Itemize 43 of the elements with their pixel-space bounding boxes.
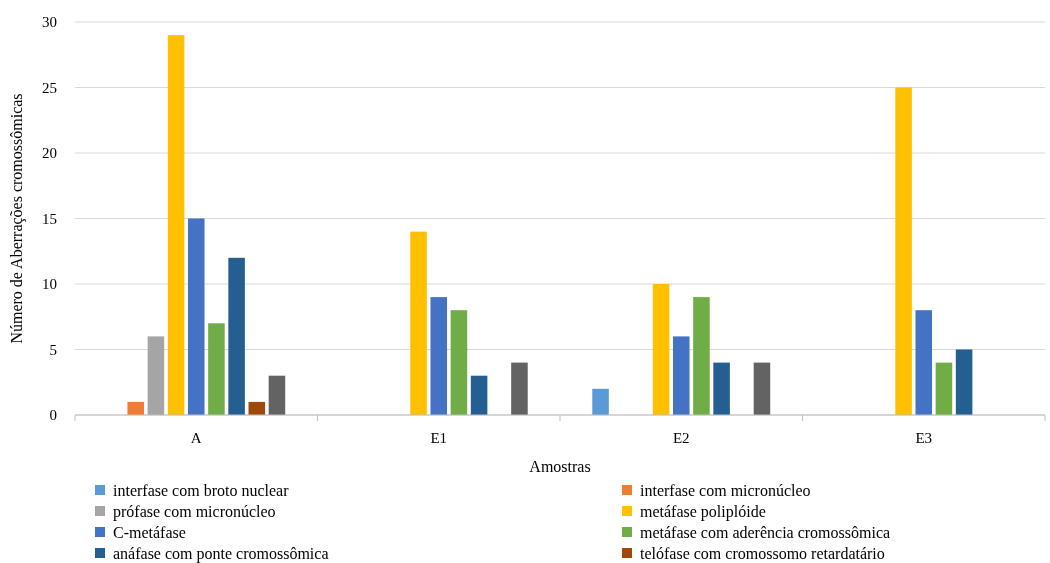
bar	[915, 310, 933, 415]
legend-label: C-metáfase	[113, 523, 186, 541]
legend-label: interfase com micronúcleo	[640, 481, 811, 499]
bar	[187, 218, 205, 415]
legend-label: prófase com micronúcleo	[113, 502, 276, 521]
bar	[208, 323, 225, 415]
legend-label: telófase com cromossomo retardatário	[640, 544, 885, 562]
y-axis-title: Número de Aberrações cromossômicas	[8, 93, 26, 344]
y-tick-label: 20	[42, 145, 57, 162]
bar	[652, 284, 670, 415]
y-tick-label: 0	[49, 407, 57, 424]
bar	[895, 87, 912, 415]
legend-label: interfase com broto nuclear	[113, 481, 290, 499]
bar	[592, 388, 609, 415]
legend-label: metáfase com aderência cromossômica	[640, 523, 891, 541]
bar	[410, 231, 427, 415]
bar	[713, 362, 730, 415]
bar	[167, 35, 185, 415]
bar	[470, 375, 488, 415]
bar	[147, 336, 165, 415]
legend-label: metáfase poliplóide	[640, 502, 766, 521]
bar	[127, 401, 144, 415]
bar	[430, 297, 448, 415]
bar	[268, 375, 286, 415]
y-tick-label: 15	[42, 210, 57, 227]
x-tick-label: A	[190, 430, 202, 446]
y-tick-label: 25	[42, 79, 57, 96]
x-tick-label: E3	[915, 430, 933, 446]
bar	[935, 362, 953, 415]
bar	[450, 310, 468, 415]
bar	[955, 349, 973, 415]
bar	[753, 362, 771, 415]
bar	[693, 297, 710, 415]
y-tick-label: 10	[42, 276, 57, 293]
x-axis-title: Amostras	[529, 458, 591, 475]
bar	[511, 362, 528, 415]
bar	[228, 257, 245, 415]
legend-label: anáfase com ponte cromossômica	[113, 544, 329, 563]
bar	[672, 336, 690, 415]
x-tick-label: E2	[672, 430, 690, 446]
y-tick-label: 30	[42, 14, 57, 31]
x-tick-label: E1	[430, 430, 448, 446]
y-tick-label: 5	[49, 341, 57, 358]
